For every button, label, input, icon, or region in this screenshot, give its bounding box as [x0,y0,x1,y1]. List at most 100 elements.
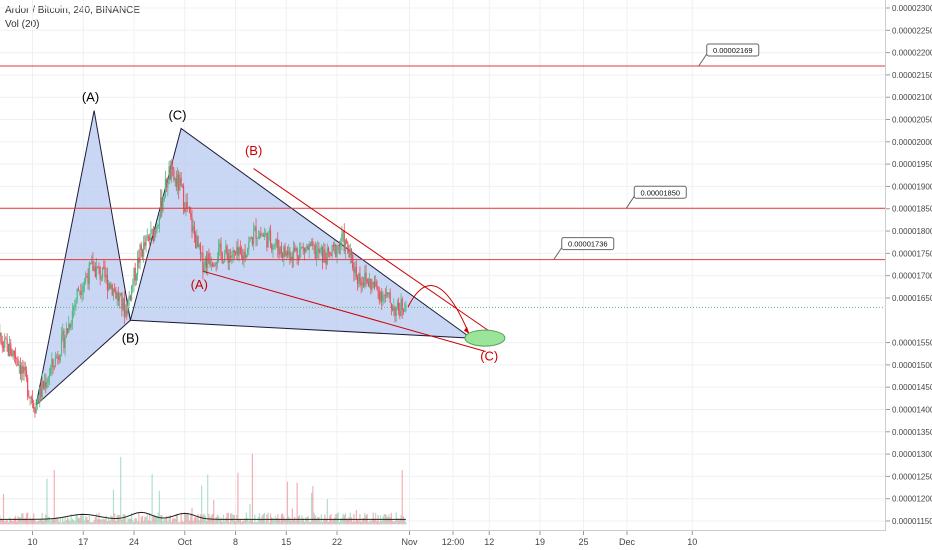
candle-body [112,288,115,296]
volume-bar [323,519,325,525]
candle-body [168,166,170,185]
volume-bar [256,521,258,525]
candle-body [222,261,225,263]
candle-body [71,311,73,324]
candle-body [76,288,78,300]
candle-body [144,242,146,246]
candle-body [104,267,106,278]
volume-bar [46,478,48,525]
volume-bar [36,521,38,525]
volume-bar [139,522,141,525]
candle-body [273,245,275,247]
candle-body [95,266,98,278]
candle-body [184,208,186,212]
volume-bar [153,514,156,525]
candle-body [28,396,30,398]
volume-bar [11,520,13,525]
volume-bar [81,513,83,525]
volume-bar [72,519,75,525]
candle-body [248,241,250,250]
candle-body [375,281,377,287]
volume-bar [122,514,124,525]
volume-bar [393,521,395,525]
candle-body [97,266,99,268]
price-axis[interactable]: 0.00001150 0.00001200 0.00001250 0.00001300… [885,0,932,550]
arrow-head [463,326,469,334]
volume-bar [207,474,209,525]
time-axis[interactable]: 10 17 24 Oct 8 15 22 Nov 12:00 12 19 25 Dec 10 [0,530,886,548]
candle-body [110,284,112,289]
volume-bar [271,517,273,525]
volume-indicator-label[interactable]: Vol (20) [5,19,40,30]
candle-body [391,308,394,311]
volume-bar [272,518,274,525]
projection-arc [407,285,470,334]
time-tick-label: 17 [78,537,88,547]
volume-bar [333,517,336,525]
volume-bar [17,516,19,525]
volume-bar [259,513,261,525]
candle-body [127,299,129,314]
candle-body [292,247,295,260]
candle-body [242,255,244,260]
volume-bar [210,515,212,525]
candle-body [340,244,342,247]
volume-bar [56,517,58,525]
volume-bar [261,515,263,525]
candle-body [4,338,6,348]
volume-bar [141,515,144,525]
volume-bar [126,522,128,525]
volume-bar [289,518,291,525]
callout-label: 0.00002169 [713,46,753,55]
candle-body [300,247,302,250]
candle-body [58,358,60,361]
candle-body [352,255,354,268]
candle-body [202,252,204,272]
volume-bar [62,516,64,525]
volume-bar [146,514,148,525]
candle-body [128,295,130,300]
price-tick-label: 0.00001350 [892,428,932,437]
volume-bar [315,518,318,525]
candle-body [33,402,35,409]
candle-body [238,247,240,256]
volume-bar [163,519,165,525]
volume-bar [282,513,284,525]
volume-bar [2,494,5,525]
candle-body [159,197,162,219]
candle-body [47,378,49,383]
candle-body [53,366,55,368]
candle-body [332,244,334,247]
time-tick-label: 12 [484,537,494,547]
price-tick-label: 0.00002050 [892,116,932,125]
candle-body [307,246,309,250]
candle-body [17,358,19,366]
candle-body [19,365,22,374]
candle-body [158,218,160,227]
volume-bar [217,515,220,525]
candle-body [390,302,392,309]
volume-bar [382,516,384,525]
candle-body [275,239,278,245]
volume-bar [105,515,107,525]
candle-body [315,250,318,259]
candle-body [86,276,88,278]
candle-body [239,247,241,254]
volume-bar [355,509,357,525]
volume-bar [284,519,286,525]
candle-body [146,236,148,238]
volume-bar [199,514,202,525]
volume-bar [346,518,348,525]
candle-body [314,245,316,259]
candle-body [404,311,406,312]
candle-body [312,241,314,246]
volume-bar [239,519,241,525]
candle-body [284,246,286,257]
volume-bar [321,521,324,525]
volume-bar [263,512,266,525]
candle-body [115,291,117,299]
volume-bar [325,518,327,525]
annotations: (A) (B) (C) (B) (A) (C) [82,90,506,363]
candle-body [120,292,122,296]
